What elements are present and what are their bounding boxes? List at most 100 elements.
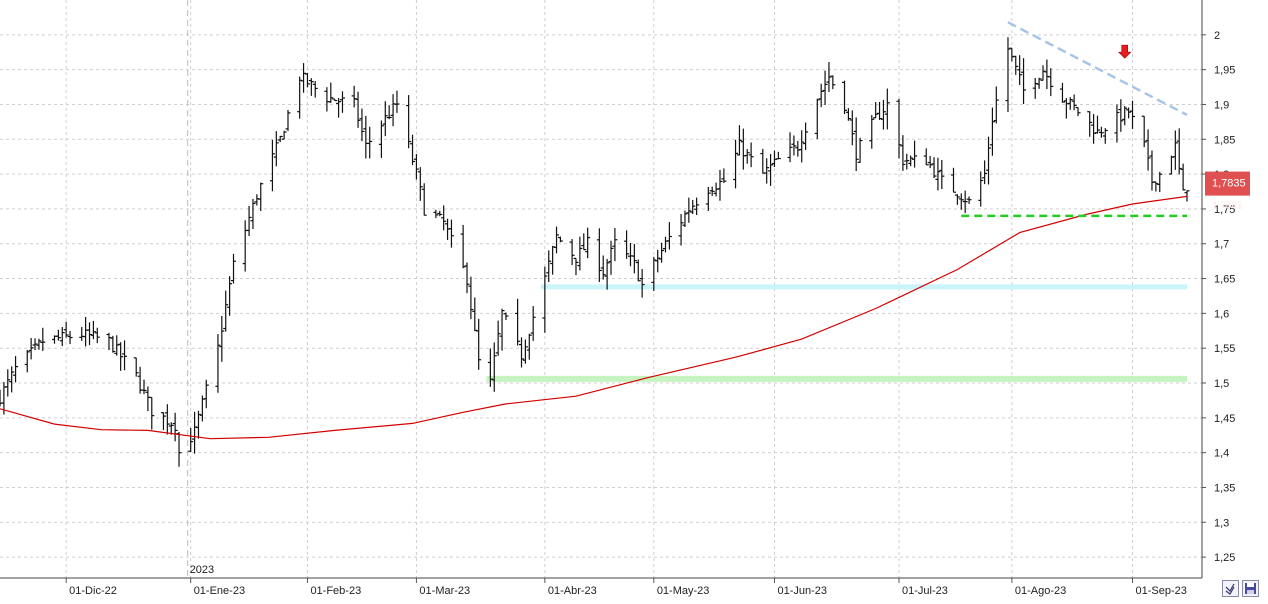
ohlc-bar — [491, 342, 497, 392]
ohlc-bar — [421, 183, 427, 216]
x-tick-label: 01-Jul-23 — [902, 585, 948, 597]
ohlc-bar — [1102, 128, 1108, 144]
ohlc-bar — [24, 349, 30, 373]
ohlc-bar — [332, 98, 338, 102]
ohlc-bar — [297, 76, 303, 119]
ohlc-bar — [857, 137, 863, 163]
ohlc-bar — [258, 182, 264, 212]
ohlc-bar — [655, 249, 661, 273]
ohlc-bar — [382, 101, 388, 137]
ohlc-bar — [896, 98, 902, 159]
floppy-disk-icon[interactable] — [1242, 580, 1259, 597]
ohlc-bar — [799, 130, 805, 163]
year-marker-label: 2023 — [190, 564, 214, 576]
ohlc-bar — [1168, 155, 1174, 175]
ohlc-bar — [678, 214, 684, 246]
ohlc-bar — [176, 431, 182, 467]
y-tick-label: 1,75 — [1214, 204, 1235, 216]
ohlc-bar — [94, 327, 100, 344]
ohlc-bar — [445, 218, 451, 240]
ohlc-bar — [0, 389, 3, 407]
ohlc-bar — [203, 379, 209, 409]
ohlc-bar — [709, 186, 715, 196]
ohlc-bar — [1048, 68, 1054, 97]
ohlc-bar — [406, 95, 412, 149]
ohlc-bar — [1032, 78, 1038, 99]
ohlc-bar — [277, 135, 283, 143]
ohlc-bar — [231, 253, 237, 284]
ohlc-bar — [581, 233, 587, 251]
ohlc-bar — [188, 427, 194, 452]
ohlc-bar — [1094, 115, 1100, 134]
ohlc-bar — [1149, 150, 1155, 191]
ohlc-bar — [569, 239, 575, 266]
ohlc-bar — [873, 102, 879, 119]
ohlc-bar — [705, 186, 711, 211]
ohlc-bar — [736, 125, 742, 156]
zoom-icon[interactable] — [1222, 580, 1239, 597]
ohlc-bar — [682, 210, 688, 227]
ohlc-bar — [87, 322, 93, 346]
ma-value-label: 1,7681 — [1212, 200, 1243, 211]
ohlc-bar — [826, 62, 832, 93]
ohlc-bar — [242, 220, 248, 272]
y-tick-label: 1,4 — [1214, 448, 1229, 460]
ohlc-bar — [822, 70, 828, 106]
ohlc-bar — [164, 404, 170, 435]
ohlc-bar — [110, 335, 116, 353]
ohlc-bar — [1036, 77, 1042, 89]
x-tick-label: 01-Abr-23 — [548, 585, 597, 597]
ohlc-bar — [1118, 99, 1124, 132]
ohlc-bar — [585, 227, 591, 259]
ohlc-bar — [9, 366, 15, 393]
ohlc-bar — [413, 154, 419, 180]
ohlc-bar — [904, 153, 910, 170]
ohlc-bar — [328, 82, 334, 103]
ohlc-bar — [503, 312, 509, 321]
ohlc-bar — [877, 101, 883, 120]
ohlc-bar — [1122, 105, 1128, 126]
ohlc-bar — [993, 86, 999, 124]
ohlc-bar — [122, 340, 128, 371]
ohlc-bar — [67, 330, 73, 345]
ohlc-bar — [733, 139, 739, 189]
ohlc-bar — [849, 110, 855, 146]
ohlc-bar — [554, 226, 560, 254]
ohlc-bar — [1172, 130, 1178, 170]
ohlc-bar — [713, 182, 719, 197]
ohlc-bar — [1040, 65, 1046, 81]
ohlc-bar — [869, 115, 875, 149]
ohlc-bar — [978, 171, 984, 207]
x-tick-label: 01-Feb-23 — [310, 585, 361, 597]
ohlc-bar — [717, 169, 723, 201]
ohlc-bar — [1071, 94, 1077, 111]
ohlc-bar — [246, 205, 252, 236]
ohlc-bar — [768, 154, 774, 186]
ohlc-bar — [522, 339, 528, 364]
y-tick-label: 1,9 — [1214, 99, 1229, 111]
x-tick-label: 01-Mar-23 — [419, 585, 470, 597]
ohlc-bar — [635, 259, 641, 282]
ohlc-bar — [499, 308, 505, 351]
ohlc-bar — [845, 108, 851, 121]
ohlc-bar — [1044, 59, 1050, 90]
ohlc-bar — [141, 379, 147, 395]
ohlc-bar — [63, 321, 69, 338]
ohlc-bar — [989, 107, 995, 156]
ohlc-bar — [639, 269, 645, 298]
ohlc-bar — [394, 90, 400, 113]
ohlc-bar — [600, 255, 606, 280]
ohlc-bar — [530, 306, 536, 341]
ohlc-bar — [546, 250, 552, 283]
ohlc-bar — [133, 357, 139, 377]
ohlc-bar — [764, 158, 770, 184]
ohlc-bar — [390, 94, 396, 127]
y-tick-label: 1,25 — [1214, 552, 1235, 564]
ohlc-bar — [1176, 128, 1182, 175]
ohlc-bar — [367, 126, 373, 159]
ohlc-bar — [363, 115, 369, 159]
ohlc-bar — [519, 337, 525, 368]
y-tick-label: 1,45 — [1214, 413, 1235, 425]
last-price-label: 1,7835 — [1212, 178, 1246, 190]
ohlc-bar — [690, 200, 696, 214]
